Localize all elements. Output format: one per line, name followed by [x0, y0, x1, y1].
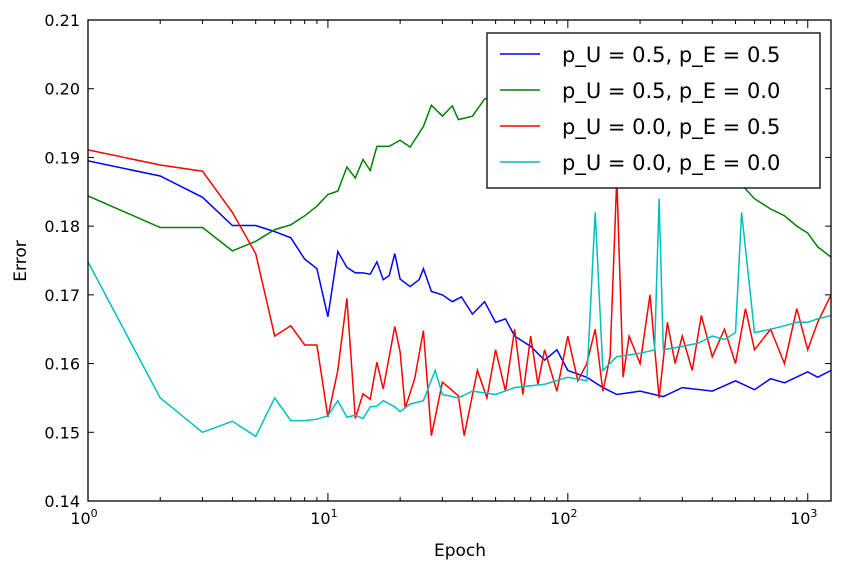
x-tick-label: 103: [790, 507, 817, 528]
legend-box: [486, 32, 821, 189]
x-tick-label: 102: [550, 507, 577, 528]
x-axis-label: Epoch: [434, 541, 486, 561]
x-tick-label: 101: [310, 507, 337, 528]
series-line-0: [88, 160, 831, 398]
x-tick-base: 10: [550, 509, 570, 528]
y-tick-label: 0.21: [44, 11, 80, 30]
legend-label-1: p_U = 0.5, p_E = 0.0: [562, 79, 780, 104]
legend: p_U = 0.5, p_E = 0.5 p_U = 0.5, p_E = 0.0…: [486, 32, 821, 189]
x-tick-exponent: 0: [91, 507, 98, 520]
x-tick-base: 10: [70, 509, 90, 528]
legend-label-0: p_U = 0.5, p_E = 0.5: [562, 43, 780, 68]
series-line-3: [88, 198, 831, 438]
x-tick-exponent: 3: [810, 507, 817, 520]
x-tick-base: 10: [790, 509, 810, 528]
y-tick-label: 0.16: [44, 355, 80, 374]
legend-label-2: p_U = 0.0, p_E = 0.5: [562, 115, 780, 140]
x-tick-base: 10: [310, 509, 330, 528]
x-tick-exponent: 1: [331, 507, 338, 520]
x-tick-exponent: 2: [571, 507, 578, 520]
y-tick-label: 0.17: [44, 286, 80, 305]
y-tick-label: 0.20: [44, 80, 80, 99]
y-tick-label: 0.19: [44, 148, 80, 167]
series-line-2: [88, 149, 831, 436]
x-tick-label: 100: [70, 507, 97, 528]
y-tick-label: 0.15: [44, 423, 80, 442]
legend-label-3: p_U = 0.0, p_E = 0.0: [562, 151, 780, 176]
y-axis-label: Error: [11, 240, 31, 281]
plot-frame: [87, 19, 832, 502]
y-tick-label: 0.18: [44, 217, 80, 236]
y-tick-label: 0.14: [44, 492, 80, 511]
